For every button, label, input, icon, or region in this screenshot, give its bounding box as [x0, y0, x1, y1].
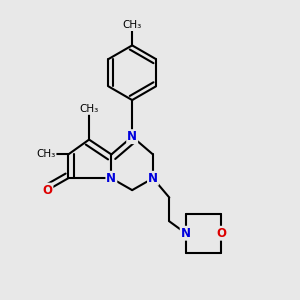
Text: CH₃: CH₃ [80, 104, 99, 114]
Text: N: N [181, 227, 191, 240]
Text: O: O [43, 184, 52, 196]
Text: CH₃: CH₃ [36, 149, 56, 160]
Text: O: O [216, 227, 226, 240]
Text: N: N [127, 130, 137, 143]
Text: N: N [148, 172, 158, 185]
Text: N: N [106, 172, 116, 185]
Text: CH₃: CH₃ [122, 20, 142, 30]
